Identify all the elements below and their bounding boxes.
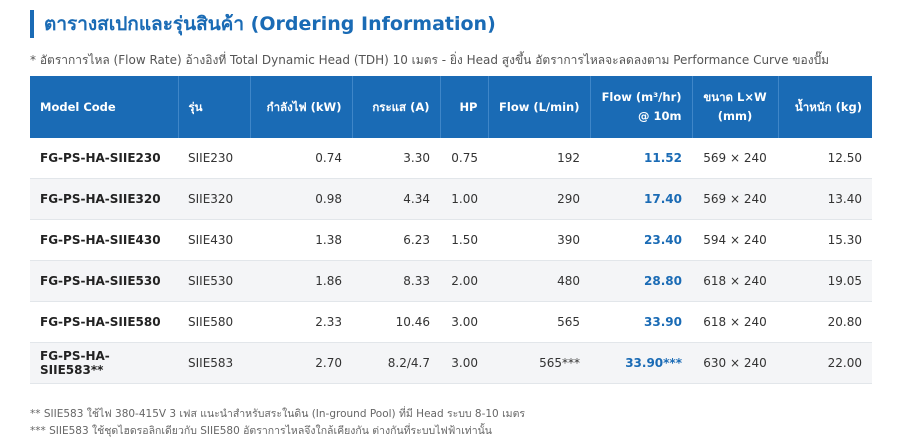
table-row: FG-PS-HA-SIIE320 SIIE320 0.98 4.34 1.00 290 17… bbox=[30, 178, 872, 220]
header-line: กำลังไฟ (kW) bbox=[266, 99, 342, 114]
footnote: ** SIIE583 ใช้ไฟ 380-415V 3 เฟส แนะนำสำห… bbox=[30, 408, 526, 420]
table-cell: 2.00 bbox=[440, 260, 488, 302]
table-cell: 4.34 bbox=[352, 178, 440, 220]
header-line: Flow (L/min) bbox=[499, 99, 580, 114]
table-cell: 33.90*** bbox=[590, 342, 692, 384]
table-cell: 3.00 bbox=[440, 342, 488, 384]
table-cell: SIIE583 bbox=[178, 342, 250, 384]
table-cell: 10.46 bbox=[352, 301, 440, 343]
table-cell: 11.52 bbox=[590, 138, 692, 179]
table-cell: 618 × 240 bbox=[692, 260, 778, 302]
column-header: Flow (L/min) bbox=[487, 76, 590, 138]
table-cell: 569 × 240 bbox=[692, 178, 778, 220]
table-cell: FG-PS-HA-SIIE230 bbox=[30, 138, 178, 179]
table-row: FG-PS-HA-SIIE580 SIIE580 2.33 10.46 3.00 565 3… bbox=[30, 301, 872, 343]
column-header: HP bbox=[439, 76, 488, 138]
table-cell: 618 × 240 bbox=[692, 301, 778, 343]
column-header: Flow (m³/hr) @ 10m bbox=[589, 76, 692, 138]
table-cell: 290 bbox=[488, 178, 590, 220]
table-cell: 28.80 bbox=[590, 260, 692, 302]
column-header: Model Code bbox=[30, 76, 178, 138]
table-cell: 15.30 bbox=[778, 219, 872, 261]
footnote: *** SIIE583 ใช้ชุดไฮดรอลิกเดียวกับ SIIE5… bbox=[30, 425, 492, 437]
header-row: Model Code รุ่น กำลังไฟ (kW) กระแส (A) HP Flo… bbox=[30, 76, 872, 138]
table-cell: SIIE530 bbox=[178, 260, 250, 302]
table-cell: 0.75 bbox=[440, 138, 488, 179]
column-header: น้ำหนัก (kg) bbox=[777, 76, 872, 138]
table-cell: FG-PS-HA-SIIE430 bbox=[30, 219, 178, 261]
table-cell: 569 × 240 bbox=[692, 138, 778, 179]
table-cell: 3.00 bbox=[440, 301, 488, 343]
table-cell: SIIE580 bbox=[178, 301, 250, 343]
header-line: กระแส (A) bbox=[372, 99, 430, 114]
table-cell: FG-PS-HA-SIIE320 bbox=[30, 178, 178, 220]
table-cell: 1.00 bbox=[440, 178, 488, 220]
header-line: น้ำหนัก (kg) bbox=[794, 99, 862, 114]
table-cell: SIIE320 bbox=[178, 178, 250, 220]
table-row: FG-PS-HA-SIIE530 SIIE530 1.86 8.33 2.00 480 28… bbox=[30, 260, 872, 302]
table-cell: 20.80 bbox=[778, 301, 872, 343]
table-cell: 3.30 bbox=[352, 138, 440, 179]
table-cell: 565*** bbox=[488, 342, 590, 384]
header-line: Model Code bbox=[40, 99, 116, 114]
table-cell: 2.70 bbox=[250, 342, 352, 384]
table-cell: 19.05 bbox=[778, 260, 872, 302]
table-cell: 594 × 240 bbox=[692, 219, 778, 261]
table-cell: SIIE430 bbox=[178, 219, 250, 261]
column-header: กำลังไฟ (kW) bbox=[249, 76, 352, 138]
table-cell: SIIE230 bbox=[178, 138, 250, 179]
table-cell: FG-PS-HA-SIIE530 bbox=[30, 260, 178, 302]
table-cell: 8.33 bbox=[352, 260, 440, 302]
table-cell: 22.00 bbox=[778, 342, 872, 384]
header-line: (mm) bbox=[717, 109, 753, 123]
table-cell: 192 bbox=[488, 138, 590, 179]
header-line: ขนาด L×W bbox=[703, 90, 767, 104]
column-header: กระแส (A) bbox=[351, 76, 440, 138]
table-row: FG-PS-HA-SIIE430 SIIE430 1.38 6.23 1.50 390 23… bbox=[30, 219, 872, 261]
table-cell: 13.40 bbox=[778, 178, 872, 220]
header-line: HP bbox=[459, 99, 478, 114]
table-cell: FG-PS-HA-SIIE583** bbox=[30, 342, 178, 384]
header-line: @ 10m bbox=[638, 109, 682, 123]
table-cell: 2.33 bbox=[250, 301, 352, 343]
table-cell: 33.90 bbox=[590, 301, 692, 343]
table-cell: 17.40 bbox=[590, 178, 692, 220]
header-line: Flow (m³/hr) bbox=[601, 90, 682, 104]
table-cell: 1.50 bbox=[440, 219, 488, 261]
table-cell: 630 × 240 bbox=[692, 342, 778, 384]
note: * อัตราการไหล (Flow Rate) อ้างอิงที่ Tot… bbox=[30, 53, 830, 67]
table-cell: 1.86 bbox=[250, 260, 352, 302]
table-cell: FG-PS-HA-SIIE580 bbox=[30, 301, 178, 343]
table-row: FG-PS-HA-SIIE583** SIIE583 2.70 8.2/4.7 3.00… bbox=[30, 342, 872, 384]
header-line: รุ่น bbox=[188, 99, 203, 114]
table-cell: 6.23 bbox=[352, 219, 440, 261]
column-header: ขนาด L×W (mm) bbox=[691, 76, 778, 138]
table-cell: 23.40 bbox=[590, 219, 692, 261]
table-head: Model Code รุ่น กำลังไฟ (kW) กระแส (A) HP Flo… bbox=[30, 76, 872, 138]
spec-table: Model Code รุ่น กำลังไฟ (kW) กระแส (A) HP Flo… bbox=[30, 76, 872, 384]
table-cell: 8.2/4.7 bbox=[352, 342, 440, 384]
table-cell: 0.74 bbox=[250, 138, 352, 179]
table-cell: 480 bbox=[488, 260, 590, 302]
table-body: FG-PS-HA-SIIE230 SIIE230 0.74 3.30 0.75 192 11… bbox=[30, 138, 872, 384]
table-cell: 390 bbox=[488, 219, 590, 261]
title: ตารางสเปกและรุ่นสินค้า (Ordering Informa… bbox=[30, 10, 496, 38]
table-cell: 0.98 bbox=[250, 178, 352, 220]
table-row: FG-PS-HA-SIIE230 SIIE230 0.74 3.30 0.75 192 11… bbox=[30, 138, 872, 179]
table-cell: 12.50 bbox=[778, 138, 872, 179]
table-cell: 565 bbox=[488, 301, 590, 343]
table-cell: 1.38 bbox=[250, 219, 352, 261]
column-header: รุ่น bbox=[177, 76, 250, 138]
